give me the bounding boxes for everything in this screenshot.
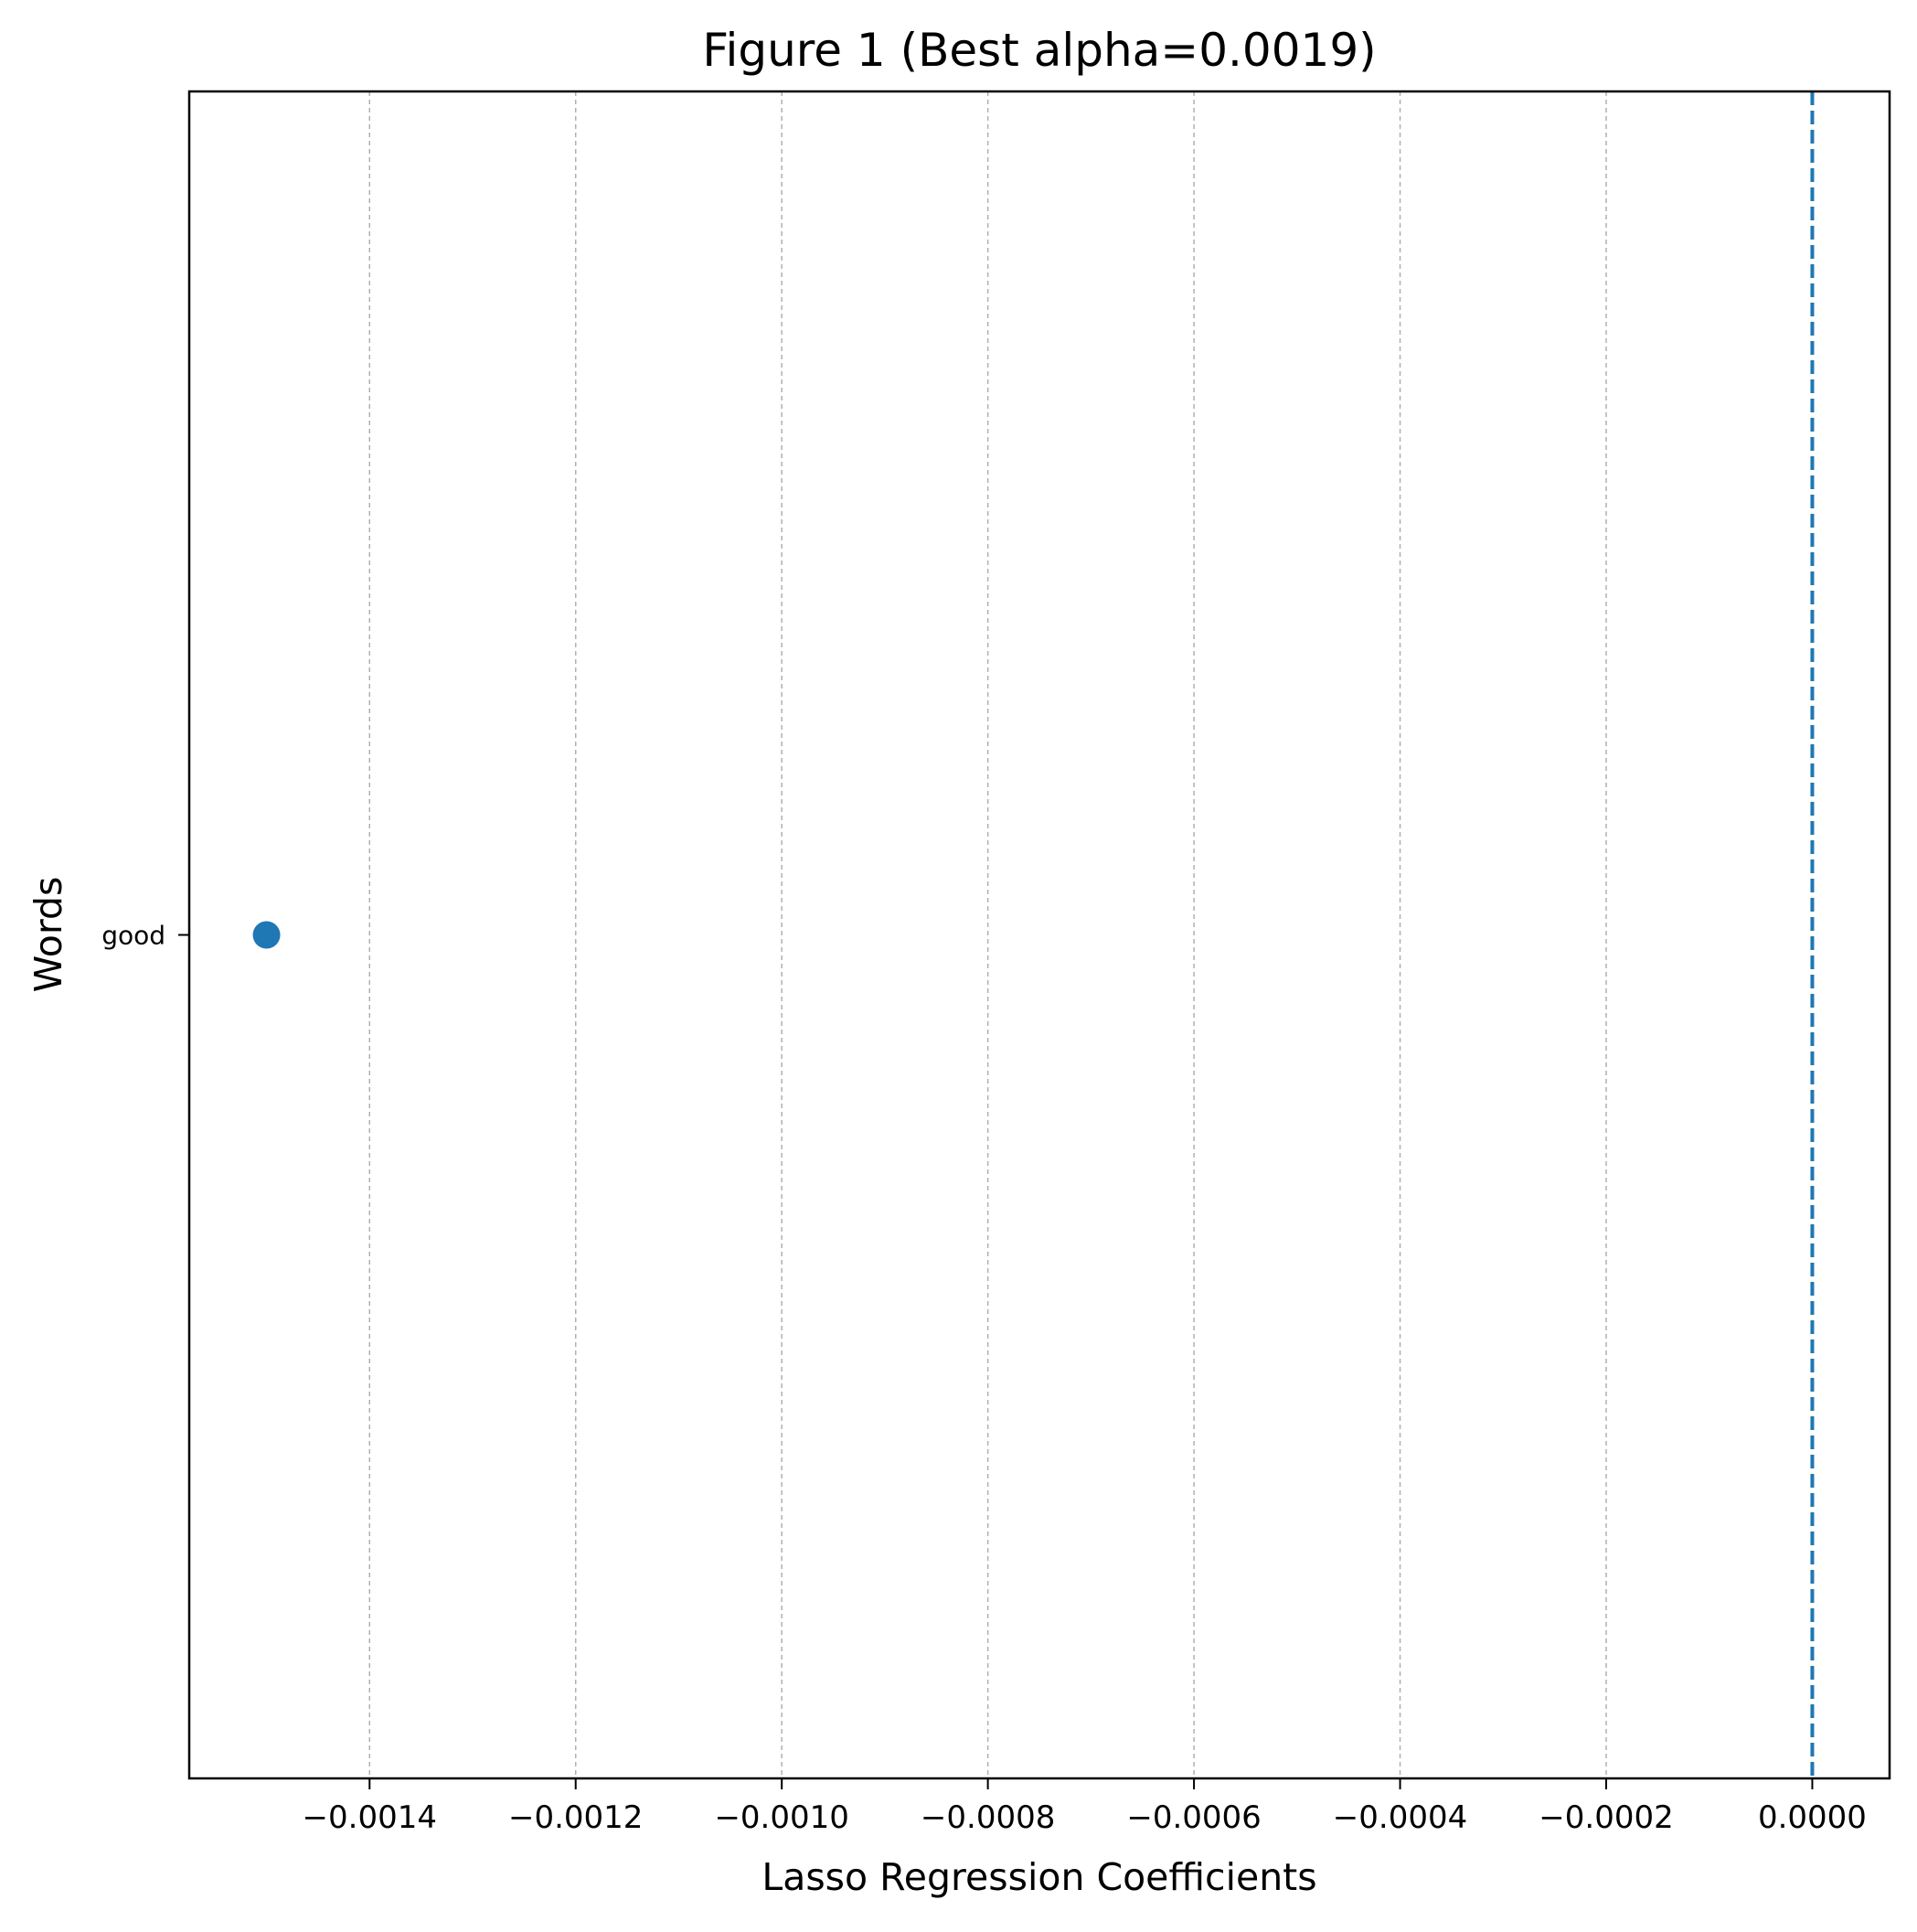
x-tick-label: −0.0014	[303, 1799, 437, 1836]
x-tick-label: 0.0000	[1758, 1799, 1867, 1836]
x-tick-label: −0.0012	[508, 1799, 643, 1836]
data-points	[252, 921, 281, 949]
y-axis-label: Words	[27, 877, 70, 993]
x-gridlines	[368, 91, 1607, 1778]
chart-title: Figure 1 (Best alpha=0.0019)	[702, 24, 1376, 77]
data-point-good	[252, 921, 281, 949]
x-axis-ticks: −0.0014 −0.0012 −0.0010 −0.0008 −0.0006 −0.00…	[303, 1778, 1867, 1836]
x-axis-label: Lasso Regression Coefficients	[761, 1855, 1316, 1899]
y-tick-label: good	[101, 921, 165, 951]
x-tick-label: −0.0006	[1126, 1799, 1261, 1836]
x-tick-label: −0.0002	[1539, 1799, 1673, 1836]
x-tick-label: −0.0004	[1333, 1799, 1467, 1836]
x-tick-label: −0.0008	[921, 1799, 1055, 1836]
y-axis-ticks: good	[101, 921, 189, 951]
x-tick-label: −0.0010	[714, 1799, 848, 1836]
